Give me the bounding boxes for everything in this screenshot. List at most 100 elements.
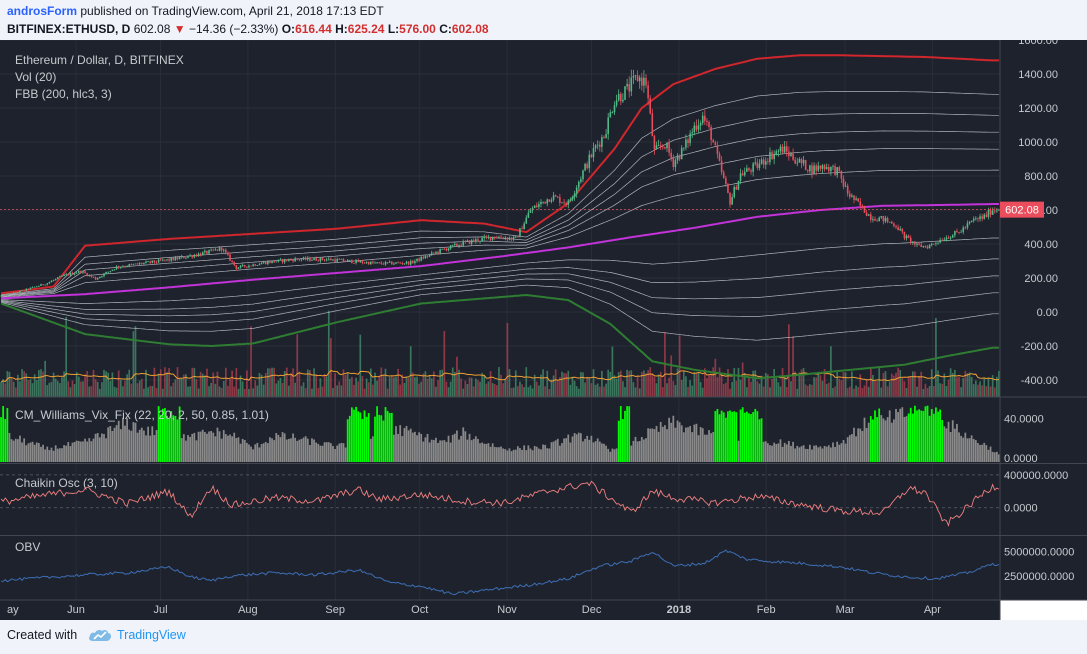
- candle-body: [548, 199, 551, 202]
- vix-bar: [71, 442, 74, 462]
- vix-bar: [918, 409, 920, 462]
- candle-body: [357, 260, 359, 263]
- candle-body: [52, 280, 55, 281]
- volume-bar: [695, 372, 698, 397]
- volume-bar: [468, 377, 471, 397]
- candle-body: [855, 198, 857, 200]
- candle-body: [720, 160, 723, 173]
- candle-body: [506, 237, 509, 240]
- candle-body: [920, 244, 923, 247]
- obv-line: [1, 549, 1000, 596]
- volume-bar: [285, 367, 288, 397]
- candle-body: [449, 245, 452, 249]
- candle-body: [430, 252, 433, 255]
- volume-bar: [306, 369, 309, 397]
- volume-bar: [622, 381, 624, 397]
- vix-bar: [390, 412, 393, 462]
- vix-bar: [636, 441, 639, 462]
- vix-bar: [685, 427, 687, 462]
- vix-bar: [414, 431, 416, 462]
- candle-body: [170, 257, 173, 261]
- candle-body: [641, 77, 643, 86]
- chart-canvas[interactable]: 1600.001400.001200.001000.00800.00600.00…: [0, 40, 1087, 620]
- time-tick-label: Aug: [238, 604, 258, 616]
- volume-bar: [714, 358, 717, 397]
- candle-body: [811, 165, 813, 174]
- candle-body: [372, 261, 374, 263]
- volume-bar: [271, 367, 273, 397]
- candle-body: [922, 246, 925, 247]
- volume-bar: [939, 383, 941, 397]
- candle-body: [683, 147, 685, 149]
- candle-body: [729, 192, 731, 205]
- time-tick-label: Apr: [924, 604, 941, 616]
- volume-bar: [987, 377, 990, 397]
- vix-bar: [550, 442, 553, 462]
- volume-bar: [4, 383, 7, 397]
- volume-bar: [693, 372, 696, 397]
- volume-bar: [966, 373, 969, 397]
- volume-bar: [477, 379, 479, 397]
- candle-body: [876, 220, 878, 222]
- vix-bar: [886, 417, 889, 462]
- volume-bar: [762, 386, 765, 397]
- volume-bar: [351, 376, 353, 397]
- volume-bar: [691, 385, 694, 397]
- volume-bar: [262, 384, 265, 397]
- candle-body: [63, 274, 65, 277]
- volume-bar: [943, 373, 946, 397]
- candle-body: [533, 205, 536, 209]
- tradingview-link[interactable]: TradingView: [117, 628, 186, 642]
- candle-body: [985, 214, 988, 217]
- volume-bar: [456, 356, 458, 397]
- candle-body: [573, 193, 576, 198]
- candle-body: [521, 228, 523, 230]
- volume-bar: [401, 374, 404, 397]
- candle-body: [84, 271, 86, 274]
- created-with-text: Created with: [7, 628, 78, 642]
- volume-bar: [94, 379, 97, 397]
- volume-bar: [565, 373, 568, 397]
- volume-bar: [559, 377, 561, 397]
- vix-bar: [149, 435, 152, 462]
- candle-body: [470, 239, 473, 244]
- candle-body: [870, 214, 872, 220]
- volume-bar: [143, 388, 145, 397]
- volume-bar: [147, 387, 149, 397]
- vix-bar: [405, 425, 408, 462]
- vix-bar: [905, 416, 908, 462]
- candle-body: [502, 237, 504, 239]
- volume-bar: [382, 375, 385, 397]
- volume-bar: [281, 382, 284, 397]
- volume-bar: [819, 375, 822, 397]
- candle-body: [752, 163, 754, 172]
- candle-body: [65, 274, 67, 275]
- volume-bar: [964, 370, 967, 397]
- candle-body: [846, 185, 849, 194]
- volume-bar: [758, 383, 761, 397]
- candle-body: [145, 261, 147, 263]
- candle-body: [214, 249, 217, 251]
- candle-body: [888, 221, 891, 223]
- candle-body: [638, 77, 641, 82]
- candle-body: [544, 201, 546, 204]
- basis-line: [1, 203, 999, 300]
- candle-body: [998, 209, 1000, 211]
- volume-bar: [510, 388, 513, 397]
- vix-bar: [147, 426, 149, 462]
- chaikin-tick-label: 0.0000: [1004, 503, 1038, 515]
- vix-bar: [306, 438, 309, 462]
- vix-bar: [296, 440, 299, 462]
- vix-bar: [164, 408, 166, 462]
- vix-bar: [785, 444, 788, 462]
- tradingview-cloud-icon[interactable]: [88, 628, 112, 642]
- candle-body: [384, 262, 387, 265]
- price-tick-label: 400.00: [1024, 239, 1058, 251]
- candle-body: [510, 237, 513, 240]
- candle-body: [435, 251, 437, 254]
- candle-body: [208, 250, 210, 254]
- candle-body: [716, 145, 719, 154]
- time-tick-label: Dec: [582, 604, 602, 616]
- author-link[interactable]: androsForm: [7, 4, 78, 18]
- vix-bar: [876, 417, 878, 462]
